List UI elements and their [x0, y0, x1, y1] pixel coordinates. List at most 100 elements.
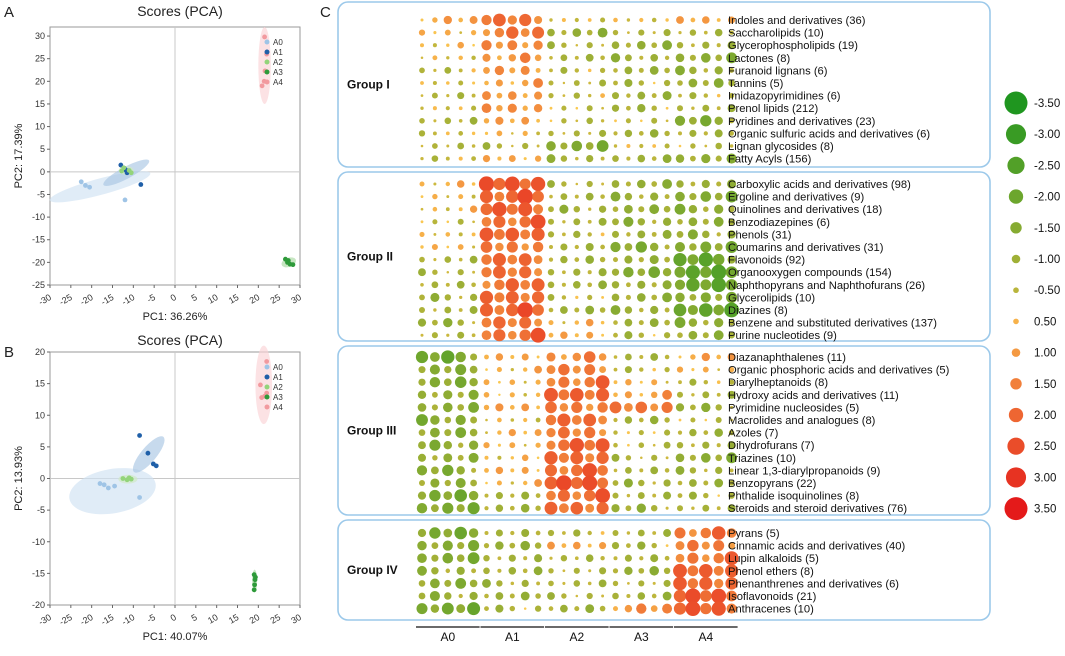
bubble: [725, 266, 738, 279]
bubble: [484, 131, 489, 136]
bubble: [548, 580, 554, 587]
bubble: [482, 91, 491, 101]
legend-value: 2.00: [1034, 410, 1056, 422]
bubble: [418, 580, 426, 587]
bubble: [585, 604, 595, 613]
y-tick-label: -5: [37, 189, 45, 199]
bubble: [688, 217, 698, 227]
panel-label-b: B: [4, 344, 15, 361]
compound-class-label: Furanoid lignans (6): [728, 65, 828, 77]
x-tick-label: -25: [58, 612, 74, 627]
row-group-label: Group IV: [347, 563, 398, 577]
bubble: [612, 257, 619, 263]
bubble: [546, 154, 556, 164]
bubble: [687, 552, 699, 564]
panel-label-c: C: [320, 4, 331, 21]
bubble: [728, 319, 735, 326]
bubble: [533, 566, 543, 576]
bubble: [532, 26, 545, 39]
bubble: [549, 55, 553, 60]
bubble: [703, 430, 709, 435]
bubble: [716, 93, 721, 98]
bubble: [587, 581, 592, 586]
bubble: [472, 81, 476, 85]
bubble: [469, 428, 478, 437]
bubble: [571, 140, 583, 152]
bubble: [637, 154, 646, 163]
bubble: [612, 592, 619, 600]
bubble: [573, 567, 580, 574]
bubble: [533, 204, 544, 215]
compound-class-label: Lignan glycosides (8): [728, 141, 834, 153]
bubble: [652, 531, 657, 535]
bubble: [588, 569, 592, 573]
bubble: [510, 456, 515, 460]
bubble: [495, 529, 503, 537]
bubble: [584, 426, 596, 439]
bubble: [508, 428, 516, 437]
bubble: [596, 451, 609, 464]
bubble: [587, 282, 593, 288]
bubble: [729, 131, 734, 136]
bubble: [536, 456, 540, 460]
legend-marker: [264, 404, 270, 410]
bubble: [665, 506, 669, 510]
bubble: [623, 266, 634, 278]
bubble: [714, 478, 724, 488]
bubble: [688, 204, 698, 214]
bubble: [609, 401, 622, 414]
bubble: [431, 243, 438, 251]
bubble: [701, 352, 710, 362]
bubble: [420, 144, 424, 148]
bubble: [596, 140, 609, 152]
bubble: [509, 442, 516, 449]
bubble: [585, 243, 594, 251]
bubble: [483, 379, 490, 386]
bubble: [650, 353, 659, 361]
bubble: [431, 542, 439, 549]
bubble: [547, 218, 555, 225]
bubble: [532, 304, 544, 316]
bubble: [652, 443, 656, 447]
bubble: [445, 207, 450, 212]
bubble: [574, 320, 580, 325]
bubble: [639, 307, 644, 313]
bubble: [727, 104, 736, 113]
bubble: [456, 280, 465, 289]
bubble: [571, 401, 583, 413]
bubble: [544, 501, 558, 515]
compound-class-label: Diazines (8): [728, 305, 788, 317]
bubble: [560, 604, 568, 613]
bubble: [533, 78, 544, 88]
bubble: [561, 118, 567, 124]
data-point-a4: [259, 395, 265, 400]
bubble: [562, 569, 566, 573]
bubble: [497, 55, 502, 61]
bubble: [702, 554, 710, 562]
y-tick-label: -20: [32, 600, 45, 610]
bubble: [650, 192, 659, 201]
bubble: [624, 391, 632, 399]
bubble: [574, 194, 579, 199]
bubble: [562, 321, 566, 325]
legend-marker: [264, 364, 270, 370]
data-point-a0: [87, 184, 92, 190]
data-point-a2: [120, 476, 126, 481]
bubble: [495, 604, 504, 613]
column-group-label: A4: [698, 630, 713, 644]
bubble: [586, 403, 594, 412]
bubble: [662, 179, 673, 189]
bubble: [575, 119, 579, 123]
bubble: [595, 375, 610, 390]
bubble: [510, 418, 515, 422]
bubble: [492, 253, 506, 267]
bubble: [418, 592, 426, 600]
bubble: [571, 415, 582, 425]
bubble: [650, 391, 658, 399]
bubble: [726, 603, 737, 614]
legend-marker: [264, 49, 270, 55]
bubble: [536, 131, 540, 136]
bubble: [639, 194, 644, 199]
y-tick-label: -15: [32, 568, 45, 578]
bubble: [649, 255, 659, 265]
